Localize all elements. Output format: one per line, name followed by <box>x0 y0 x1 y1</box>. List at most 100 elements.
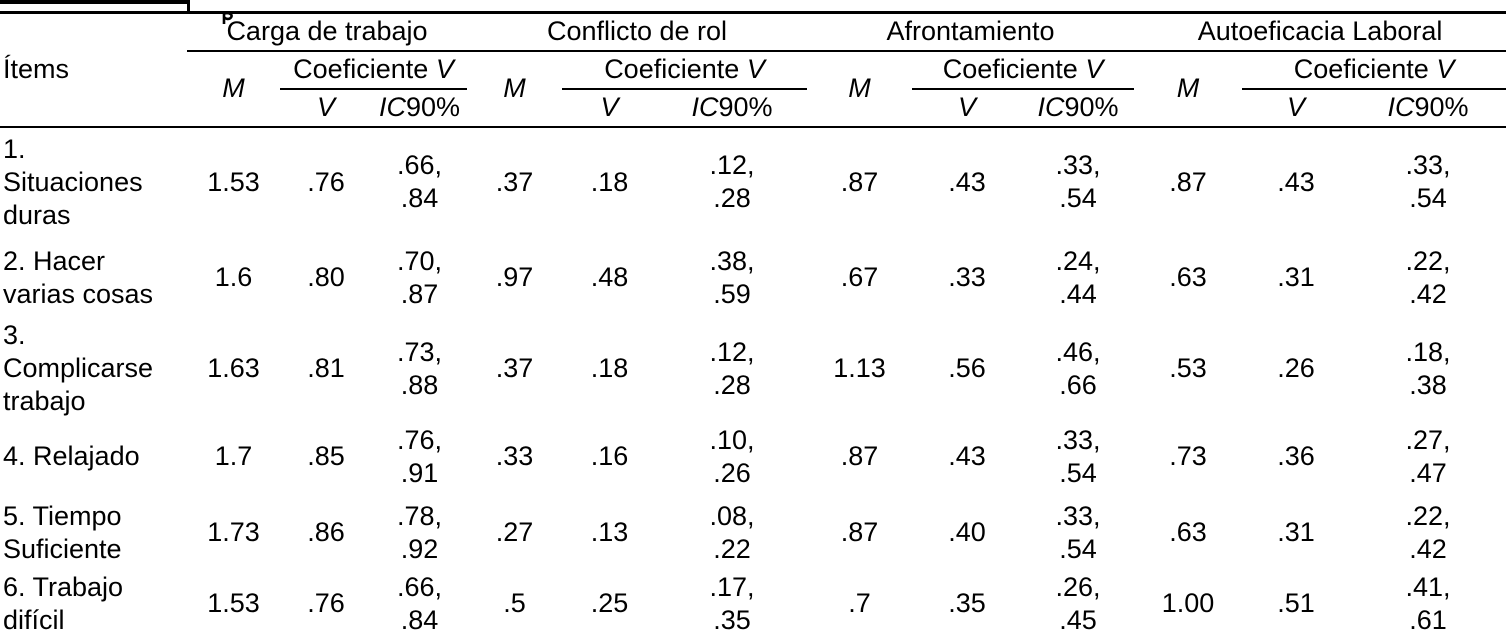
value-cell: .33, .54 <box>1055 500 1101 564</box>
value-cell: .67 <box>840 262 879 292</box>
ic90-header: IC90% <box>1022 88 1135 128</box>
value-cell: .22, .42 <box>1405 245 1451 309</box>
value-cell: .43 <box>948 166 986 197</box>
value-cell: .53 <box>1169 353 1207 383</box>
value-cell: .87 <box>840 166 879 197</box>
value-cell: .17, .35 <box>657 570 808 636</box>
value-cell: .63 <box>1169 262 1207 292</box>
value-cell: 1.7 <box>214 441 253 471</box>
value-cell: .36 <box>1277 441 1315 471</box>
item-cell: 4. Relajado <box>3 441 140 471</box>
m-header: M <box>807 50 913 128</box>
value-cell: .86 <box>307 517 345 547</box>
coeficiente-v-header: Coeficiente V <box>562 50 808 90</box>
item-cell: 6. Trabajo difícil <box>0 570 187 636</box>
value-cell: .33, .54 <box>1055 424 1101 488</box>
table-row: 6. Trabajo difícil 1.53 .76 .66, .84 .5 … <box>0 570 1506 636</box>
value-cell: .33, .54 <box>1055 150 1101 213</box>
table-row: 5. Tiempo Suficiente 1.73 .86 .78, .92 .… <box>0 495 1506 571</box>
coeficiente-v-header: Coeficiente V <box>280 50 468 90</box>
value-cell: .43 <box>1277 166 1315 197</box>
value-cell: .35 <box>912 570 1023 636</box>
value-cell: .87 <box>840 517 879 547</box>
value-cell: .56 <box>948 353 986 383</box>
m-header: M <box>187 50 280 128</box>
group-header-autoeficacia-laboral: Autoeficacia Laboral <box>1134 12 1506 52</box>
value-cell: .33 <box>948 262 986 292</box>
value-cell: .73, .88 <box>396 336 443 400</box>
value-cell: .18, .38 <box>1405 336 1451 400</box>
validity-statistics-table: Ítems Carga de trabajo Conflicto de rol … <box>0 11 1506 636</box>
coeficiente-v-header: Coeficiente V <box>1242 50 1506 90</box>
value-cell: .31 <box>1277 262 1315 292</box>
value-cell: .10, .26 <box>709 424 755 488</box>
ic90-header: IC90% <box>372 88 468 128</box>
value-cell: .87 <box>1169 166 1207 197</box>
value-cell: .38, .59 <box>709 245 755 309</box>
value-cell: .76 <box>280 570 372 636</box>
value-cell: 1.6 <box>214 262 253 292</box>
value-cell: .63 <box>1169 517 1207 547</box>
item-cell: 5. Tiempo Suficiente <box>3 500 122 564</box>
value-cell: .31 <box>1277 517 1315 547</box>
value-cell: .08, .22 <box>709 500 755 564</box>
m-header: M <box>467 50 563 128</box>
value-cell: .25 <box>562 570 658 636</box>
value-cell: .26, .45 <box>1022 570 1135 636</box>
group-header-afrontamiento: Afrontamiento <box>807 12 1135 52</box>
item-cell: 1. Situaciones duras <box>3 133 143 230</box>
ic90-header: IC90% <box>657 88 808 128</box>
value-cell: .87 <box>840 441 879 471</box>
value-cell: .43 <box>948 441 986 471</box>
v-header: V <box>1242 88 1351 128</box>
value-cell: .13 <box>590 517 629 547</box>
value-cell: .18 <box>590 353 629 383</box>
value-cell: .66, .84 <box>396 150 443 213</box>
value-cell: .27, .47 <box>1405 424 1451 488</box>
table-row: 4. Relajado 1.7 .85 .76, .91 .33 .16 .10… <box>0 419 1506 495</box>
value-cell: .66, .84 <box>372 570 468 636</box>
value-cell: .48 <box>590 262 629 292</box>
value-cell: .12, .28 <box>709 336 755 400</box>
item-cell: 3. Complicarse trabajo <box>3 320 154 416</box>
v-header: V <box>280 88 372 128</box>
value-cell: .27 <box>495 517 534 547</box>
value-cell: .41, .61 <box>1350 570 1506 636</box>
value-cell: .97 <box>495 262 534 292</box>
v-header: V <box>912 88 1023 128</box>
value-cell: .24, .44 <box>1055 245 1101 309</box>
coeficiente-v-header: Coeficiente V <box>912 50 1135 90</box>
value-cell: .16 <box>590 441 629 471</box>
value-cell: .51 <box>1242 570 1351 636</box>
value-cell: .37 <box>495 353 534 383</box>
value-cell: .18 <box>590 166 629 197</box>
value-cell: 1.53 <box>207 166 260 197</box>
value-cell: .46, .66 <box>1055 336 1101 400</box>
value-cell: .76 <box>307 166 345 197</box>
value-cell: .33 <box>495 441 534 471</box>
cropped-cell-border-stub <box>187 0 190 12</box>
value-cell: .81 <box>307 353 345 383</box>
value-cell: .12, .28 <box>709 150 755 213</box>
value-cell: .85 <box>307 441 345 471</box>
value-cell: .73 <box>1169 441 1207 471</box>
value-cell: 1.13 <box>833 353 886 383</box>
value-cell: .76, .91 <box>396 424 443 488</box>
value-cell: .40 <box>948 517 986 547</box>
value-cell: .78, .92 <box>396 500 443 564</box>
value-cell: .70, .87 <box>396 245 443 309</box>
group-header-carga-de-trabajo: Carga de trabajo <box>187 12 468 52</box>
value-cell: 1.00 <box>1134 570 1243 636</box>
value-cell: .7 <box>807 570 913 636</box>
cropped-caption-rule <box>0 0 190 4</box>
value-cell: .37 <box>495 166 534 197</box>
table-row: 2. Hacer varias cosas 1.6 .80 .70, .87 .… <box>0 237 1506 319</box>
value-cell: .22, .42 <box>1405 500 1451 564</box>
value-cell: .26 <box>1277 353 1315 383</box>
value-cell: .80 <box>307 262 345 292</box>
value-cell: .5 <box>467 570 563 636</box>
table-row: 3. Complicarse trabajo 1.63 .81 .73, .88… <box>0 319 1506 419</box>
item-cell: 2. Hacer varias cosas <box>3 245 154 309</box>
m-header: M <box>1134 50 1243 128</box>
